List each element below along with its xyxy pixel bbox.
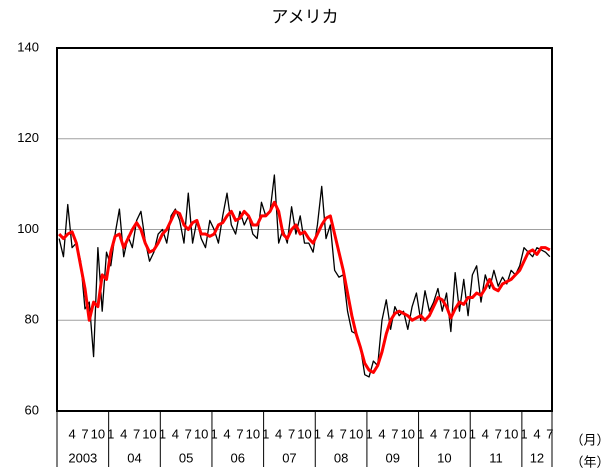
y-tick-label: 80	[25, 312, 39, 327]
year-label: 07	[282, 450, 296, 465]
x-tick-label: 1	[520, 426, 527, 441]
year-label: 2003	[68, 450, 97, 465]
x-tick-label: 1	[314, 426, 321, 441]
year-label: 09	[386, 450, 400, 465]
x-tick-label: 10	[504, 426, 518, 441]
year-unit: （年）	[570, 454, 609, 469]
series-line	[58, 200, 551, 374]
x-tick-label: 10	[142, 426, 156, 441]
x-tick-label: 4	[120, 426, 127, 441]
x-tick-label: 10	[297, 426, 311, 441]
x-tick-label: 1	[469, 426, 476, 441]
y-tick-label: 60	[25, 402, 39, 417]
month-unit: （月）	[570, 432, 609, 447]
x-tick-label: 10	[246, 426, 260, 441]
x-tick-label: 10	[349, 426, 363, 441]
x-tick-label: 1	[210, 426, 217, 441]
year-label: 04	[127, 450, 141, 465]
x-tick-label: 10	[194, 426, 208, 441]
y-tick-label: 100	[17, 221, 39, 236]
series-line	[58, 174, 551, 378]
x-tick-label: 7	[340, 426, 347, 441]
x-tick-label: 4	[223, 426, 230, 441]
x-tick-label: 4	[68, 426, 75, 441]
x-tick-label: 1	[107, 426, 114, 441]
x-tick-label: 7	[391, 426, 398, 441]
x-tick-label: 10	[452, 426, 466, 441]
x-tick-label: 1	[159, 426, 166, 441]
x-tick-label: 1	[417, 426, 424, 441]
x-tick-label: 4	[275, 426, 282, 441]
x-tick-label: 4	[172, 426, 179, 441]
plot-frame	[56, 47, 553, 412]
x-tick-label: 1	[365, 426, 372, 441]
x-tick-label: 7	[443, 426, 450, 441]
year-label: 06	[231, 450, 245, 465]
x-tick-label: 4	[378, 426, 385, 441]
x-tick-label: 7	[81, 426, 88, 441]
y-tick-label: 140	[17, 39, 39, 54]
x-tick-label: 7	[546, 426, 553, 441]
x-tick-label: 7	[288, 426, 295, 441]
year-label: 10	[437, 450, 451, 465]
x-tick-label: 1	[262, 426, 269, 441]
year-label: 08	[334, 450, 348, 465]
x-tick-label: 4	[327, 426, 334, 441]
x-tick-label: 4	[533, 426, 540, 441]
x-tick-label: 10	[401, 426, 415, 441]
year-label: 12	[530, 450, 544, 465]
year-label: 05	[179, 450, 193, 465]
x-tick-label: 7	[495, 426, 502, 441]
x-tick-label: 7	[236, 426, 243, 441]
chart-title: アメリカ	[271, 7, 338, 26]
year-label: 11	[489, 450, 503, 465]
x-tick-label: 7	[185, 426, 192, 441]
x-tick-label: 4	[430, 426, 437, 441]
x-tick-label: 10	[91, 426, 105, 441]
x-tick-label: 7	[133, 426, 140, 441]
x-tick-label: 4	[482, 426, 489, 441]
y-tick-label: 120	[17, 130, 39, 145]
